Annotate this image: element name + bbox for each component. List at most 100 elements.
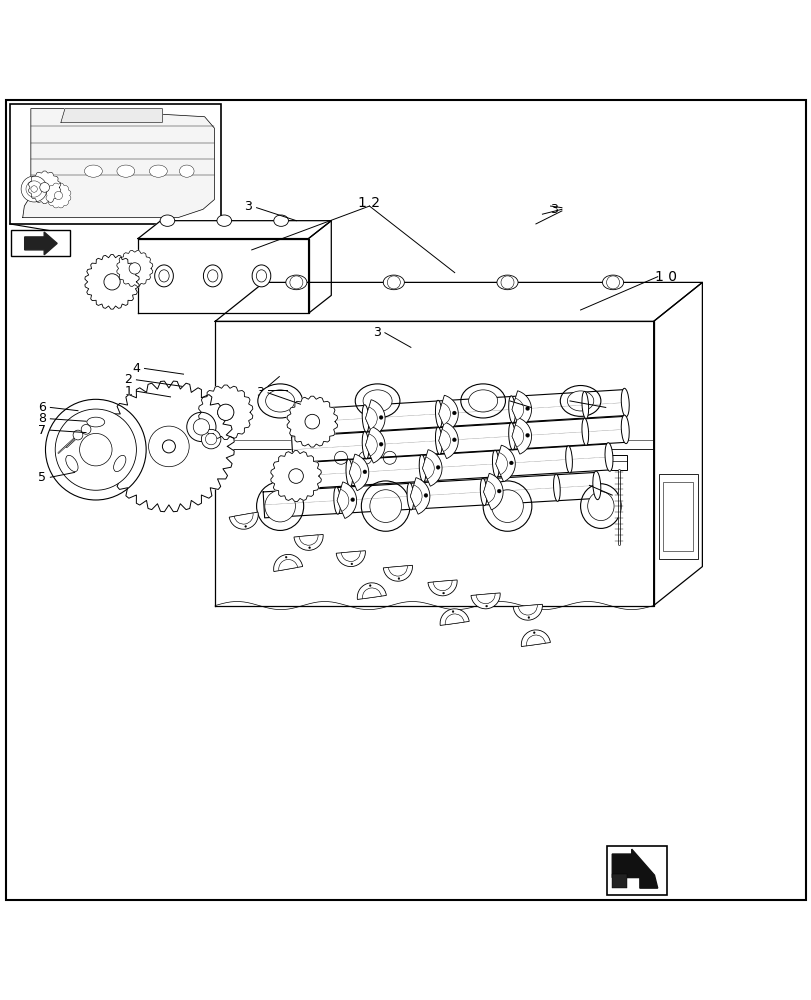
Circle shape — [305, 414, 320, 429]
Ellipse shape — [154, 265, 174, 287]
Wedge shape — [438, 422, 457, 459]
Wedge shape — [273, 554, 303, 572]
Wedge shape — [513, 604, 542, 620]
Ellipse shape — [264, 490, 295, 522]
Text: 3: 3 — [244, 200, 252, 213]
Wedge shape — [294, 534, 323, 550]
Polygon shape — [653, 282, 702, 606]
Bar — [610, 455, 626, 470]
Ellipse shape — [565, 446, 572, 473]
Text: 7: 7 — [38, 424, 46, 437]
Ellipse shape — [203, 265, 221, 287]
Circle shape — [508, 461, 513, 465]
Polygon shape — [200, 412, 215, 463]
Circle shape — [334, 451, 347, 464]
Circle shape — [525, 433, 529, 437]
Polygon shape — [46, 183, 71, 208]
Circle shape — [289, 469, 303, 483]
Ellipse shape — [435, 427, 442, 454]
Circle shape — [442, 592, 444, 594]
Ellipse shape — [567, 391, 593, 411]
Text: 9: 9 — [609, 401, 617, 414]
Wedge shape — [483, 481, 495, 503]
Ellipse shape — [468, 390, 497, 412]
Circle shape — [201, 429, 221, 449]
Polygon shape — [138, 221, 331, 239]
Wedge shape — [410, 478, 429, 514]
Wedge shape — [298, 535, 318, 545]
Wedge shape — [470, 593, 500, 609]
Circle shape — [31, 186, 37, 192]
Ellipse shape — [587, 492, 613, 521]
Wedge shape — [422, 450, 441, 486]
Ellipse shape — [256, 482, 303, 530]
Circle shape — [129, 263, 140, 274]
Text: 3: 3 — [549, 203, 557, 216]
Bar — [611, 874, 626, 888]
Ellipse shape — [149, 165, 167, 177]
Wedge shape — [234, 513, 253, 524]
Bar — [658, 474, 697, 559]
Circle shape — [205, 433, 217, 445]
Ellipse shape — [604, 443, 612, 471]
Ellipse shape — [251, 265, 271, 287]
Circle shape — [21, 176, 47, 202]
Ellipse shape — [345, 459, 352, 486]
Wedge shape — [362, 588, 381, 599]
Circle shape — [187, 412, 216, 442]
Circle shape — [79, 433, 112, 466]
Ellipse shape — [159, 270, 169, 282]
Wedge shape — [349, 462, 361, 484]
Ellipse shape — [362, 432, 368, 459]
Wedge shape — [341, 551, 360, 561]
Wedge shape — [365, 400, 384, 436]
Wedge shape — [521, 630, 550, 647]
Polygon shape — [291, 390, 625, 436]
Ellipse shape — [406, 483, 414, 510]
Circle shape — [350, 563, 352, 565]
Ellipse shape — [179, 165, 194, 177]
Ellipse shape — [285, 275, 307, 290]
Ellipse shape — [369, 490, 401, 522]
Wedge shape — [365, 407, 377, 429]
Ellipse shape — [333, 487, 340, 514]
Ellipse shape — [383, 275, 404, 290]
Ellipse shape — [592, 471, 600, 500]
Ellipse shape — [84, 165, 102, 177]
Circle shape — [285, 556, 287, 558]
Wedge shape — [337, 489, 349, 511]
Polygon shape — [24, 232, 57, 255]
Circle shape — [496, 489, 500, 493]
Polygon shape — [286, 396, 337, 447]
Wedge shape — [496, 445, 515, 482]
Circle shape — [193, 419, 209, 435]
Circle shape — [81, 424, 91, 434]
Circle shape — [40, 183, 49, 192]
Ellipse shape — [361, 481, 410, 531]
Polygon shape — [199, 385, 252, 440]
Circle shape — [54, 191, 62, 200]
Ellipse shape — [160, 215, 174, 226]
Ellipse shape — [273, 215, 288, 226]
Polygon shape — [263, 472, 597, 518]
Circle shape — [423, 493, 427, 497]
Circle shape — [533, 632, 534, 634]
Wedge shape — [440, 609, 469, 625]
Ellipse shape — [479, 478, 487, 506]
Polygon shape — [270, 451, 321, 502]
Wedge shape — [512, 425, 523, 447]
Circle shape — [527, 617, 529, 618]
Circle shape — [217, 404, 234, 420]
Ellipse shape — [256, 270, 266, 282]
Circle shape — [379, 442, 383, 446]
Wedge shape — [512, 398, 523, 420]
Ellipse shape — [620, 388, 629, 417]
Ellipse shape — [117, 165, 135, 177]
Ellipse shape — [580, 484, 620, 528]
Ellipse shape — [460, 384, 504, 418]
Wedge shape — [444, 614, 464, 625]
Circle shape — [452, 438, 456, 442]
Circle shape — [244, 526, 247, 527]
Wedge shape — [357, 583, 386, 599]
Wedge shape — [365, 434, 377, 456]
